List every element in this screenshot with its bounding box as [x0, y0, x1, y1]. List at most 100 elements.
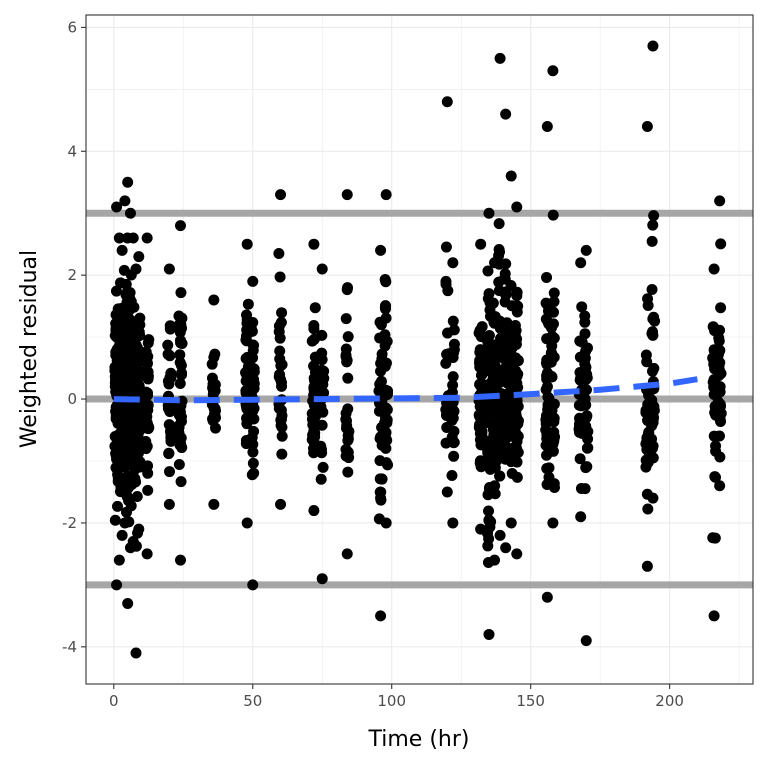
data-point: [128, 301, 140, 313]
data-point: [511, 201, 523, 213]
data-point: [548, 287, 560, 299]
data-point: [510, 332, 522, 344]
data-point: [113, 554, 125, 566]
data-point: [580, 399, 592, 411]
data-point: [141, 368, 153, 380]
data-point: [340, 313, 352, 325]
data-point: [164, 323, 176, 335]
data-point: [247, 275, 259, 287]
data-point: [175, 287, 187, 299]
data-point: [380, 357, 392, 369]
data-point: [208, 294, 220, 306]
data-point: [375, 610, 387, 622]
data-point: [579, 316, 591, 328]
y-tick-label: 2: [67, 266, 77, 284]
data-point: [163, 263, 175, 275]
data-point: [174, 378, 186, 390]
data-point: [448, 324, 460, 336]
data-point: [714, 357, 726, 369]
data-point: [130, 263, 142, 275]
data-point: [109, 514, 121, 526]
data-point: [173, 310, 185, 322]
data-point: [241, 238, 253, 250]
data-point: [315, 401, 327, 413]
data-point: [500, 542, 512, 554]
data-point: [173, 459, 185, 471]
data-point: [380, 517, 392, 529]
data-point: [133, 523, 145, 535]
data-point: [375, 244, 387, 256]
data-point: [308, 320, 320, 332]
data-point: [447, 315, 459, 327]
data-point: [127, 232, 139, 244]
data-point: [316, 263, 328, 275]
data-point: [341, 189, 353, 201]
data-point: [209, 422, 221, 434]
data-point: [545, 356, 557, 368]
data-point: [494, 52, 506, 64]
x-tick-label: 150: [516, 692, 545, 710]
data-point: [173, 420, 185, 432]
data-point: [511, 471, 523, 483]
data-point: [494, 470, 506, 482]
data-point: [317, 461, 329, 473]
data-point: [582, 433, 594, 445]
data-point: [710, 440, 722, 452]
x-tick-label: 200: [655, 692, 684, 710]
data-point: [546, 404, 558, 416]
data-point: [340, 422, 352, 434]
data-point: [580, 384, 592, 396]
data-point: [440, 275, 452, 287]
data-point: [209, 348, 221, 360]
data-point: [714, 381, 726, 393]
data-point: [341, 284, 353, 296]
data-point: [447, 257, 459, 269]
data-point: [112, 500, 124, 512]
data-point: [273, 248, 285, 260]
data-point: [111, 201, 123, 213]
data-point: [248, 373, 260, 385]
data-point: [162, 339, 174, 351]
data-point: [713, 430, 725, 442]
x-axis-title: Time (hr): [368, 727, 470, 752]
data-point: [546, 370, 558, 382]
data-point: [498, 286, 510, 298]
data-point: [316, 329, 328, 341]
data-point: [493, 244, 505, 256]
data-point: [175, 411, 187, 423]
data-point: [441, 96, 453, 108]
data-point: [483, 628, 495, 640]
data-point: [647, 492, 659, 504]
data-point: [162, 348, 174, 360]
data-point: [342, 372, 354, 384]
data-point: [709, 532, 721, 544]
data-point: [642, 503, 654, 515]
data-point: [483, 330, 495, 342]
data-point: [316, 354, 328, 366]
data-point: [276, 430, 288, 442]
data-point: [125, 500, 137, 512]
data-point: [489, 488, 501, 500]
data-point: [309, 302, 321, 314]
data-point: [141, 232, 153, 244]
data-point: [316, 573, 328, 585]
data-point: [163, 498, 175, 510]
data-point: [441, 486, 453, 498]
data-point: [140, 349, 152, 361]
data-point: [245, 361, 257, 373]
data-point: [541, 121, 553, 132]
data-point: [276, 359, 288, 371]
data-point: [474, 419, 486, 431]
data-point: [576, 301, 588, 313]
data-point: [547, 65, 559, 77]
data-point: [308, 360, 320, 372]
data-point: [379, 273, 391, 285]
data-point: [581, 410, 593, 422]
data-point: [245, 322, 257, 334]
data-point: [646, 394, 658, 406]
x-tick-label: 0: [109, 692, 119, 710]
data-point: [142, 484, 154, 496]
data-point: [173, 401, 185, 413]
data-point: [318, 365, 330, 377]
